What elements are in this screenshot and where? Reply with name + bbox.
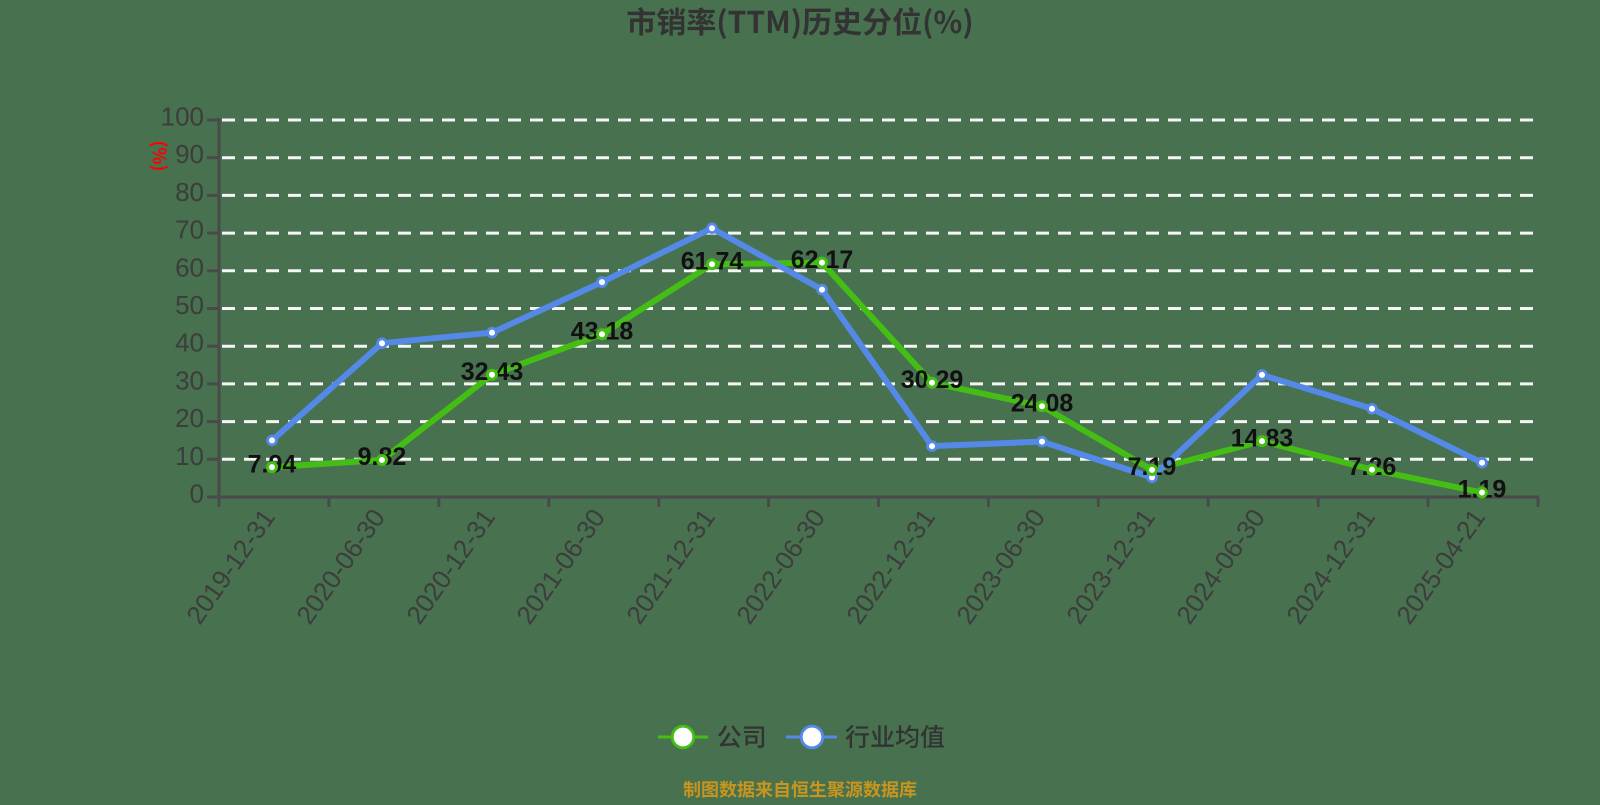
svg-text:20: 20 bbox=[175, 403, 204, 433]
svg-text:10: 10 bbox=[175, 441, 204, 471]
svg-text:0: 0 bbox=[190, 479, 204, 509]
svg-text:100: 100 bbox=[161, 102, 204, 132]
svg-text:80: 80 bbox=[175, 177, 204, 207]
svg-text:50: 50 bbox=[175, 290, 204, 320]
svg-text:60: 60 bbox=[175, 252, 204, 282]
svg-text:30: 30 bbox=[175, 365, 204, 395]
svg-text:70: 70 bbox=[175, 215, 204, 245]
svg-text:90: 90 bbox=[175, 139, 204, 169]
svg-text:40: 40 bbox=[175, 328, 204, 358]
